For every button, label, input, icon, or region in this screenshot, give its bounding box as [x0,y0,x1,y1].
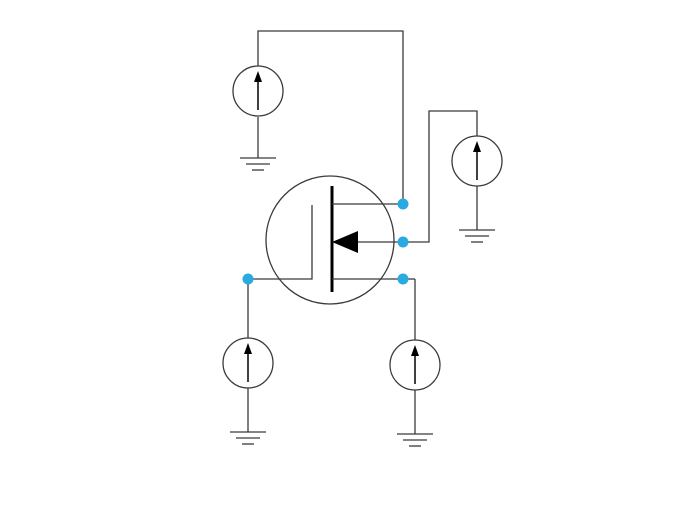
ground-icon [459,229,495,243]
ground-icon [240,157,276,171]
drain-wire [257,30,404,204]
source-node[interactable] [397,273,409,285]
ground-icon [397,433,433,447]
body-node[interactable] [397,236,409,248]
current-source-source [389,339,441,391]
current-source-gate [222,337,274,389]
ground-icon [230,431,266,445]
gate-wire [247,205,313,432]
mosfet-body-circle [265,175,395,305]
current-source-body [451,135,503,187]
body-wire [403,110,478,243]
mosfet-symbol [265,175,403,305]
drain-node[interactable] [397,198,409,210]
current-source-drain [232,65,284,117]
gate-node[interactable] [242,273,254,285]
mosfet-body-arrow [332,231,358,253]
